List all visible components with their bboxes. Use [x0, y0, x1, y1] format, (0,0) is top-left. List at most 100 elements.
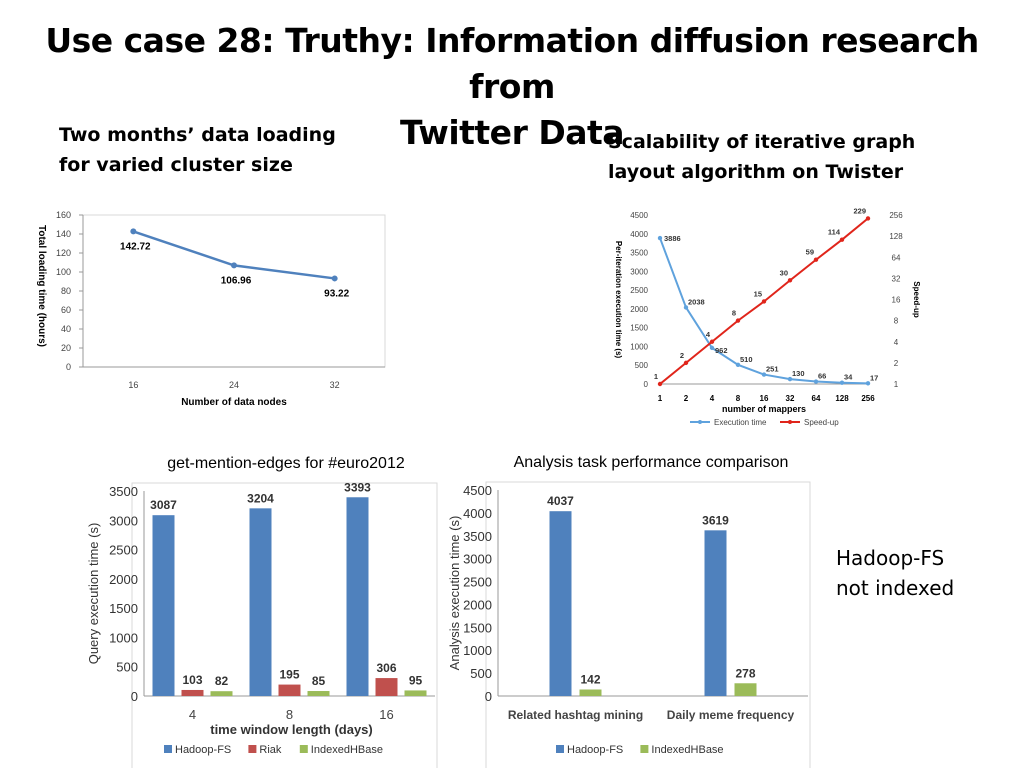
bar-value-label: 306: [376, 661, 396, 675]
y-tick-label: 0: [644, 380, 649, 389]
execution-time-label: 34: [844, 373, 853, 382]
speed-up-point: [813, 257, 819, 262]
speed-up-point: [735, 318, 741, 323]
y-tick-label: 3000: [109, 513, 138, 528]
bar-value-label: 82: [215, 674, 229, 688]
speed-up-label: 59: [806, 248, 814, 257]
bar-value-label: 4037: [547, 494, 574, 508]
speed-up-point: [787, 278, 793, 283]
caption-scalability-line2: layout algorithm on Twister: [608, 161, 904, 183]
execution-time-point: [787, 376, 793, 382]
y-axis-title: Per-iteration execution time (s): [614, 241, 623, 359]
y-tick-label: 100: [56, 267, 71, 277]
bar: [181, 689, 204, 696]
bar-value-label: 3619: [702, 513, 729, 527]
speed-up-point: [683, 360, 689, 366]
legend-label-speed-up: Speed-up: [804, 418, 839, 427]
bar-value-label: 3087: [150, 498, 177, 512]
y-tick-label: 2000: [109, 572, 138, 587]
execution-time-label: 2038: [688, 297, 705, 306]
execution-time-label: 66: [818, 372, 826, 381]
bar: [704, 530, 727, 696]
y-tick-label: 2500: [109, 543, 138, 558]
execution-time-point: [683, 305, 689, 310]
bar: [549, 511, 572, 696]
caption-loading-line1: Two months’ data loading: [59, 124, 336, 146]
execution-time-point: [813, 379, 819, 384]
caption-loading: Two months’ data loading for varied clus…: [59, 120, 336, 180]
execution-time-line: [659, 237, 869, 385]
execution-time-label: 251: [766, 365, 779, 374]
y-tick-label: 140: [56, 229, 71, 239]
legend-marker-execution-time: [698, 420, 702, 424]
bar-value-label: 103: [182, 673, 202, 687]
speed-up-point: [865, 216, 871, 221]
x-axis-title: Number of data nodes: [181, 397, 287, 408]
speed-up-point: [709, 339, 715, 344]
legend-label: IndexedHBase: [651, 744, 723, 756]
y-tick-label: 120: [56, 248, 71, 258]
y-tick-label: 1500: [109, 601, 138, 616]
data-point: [331, 275, 338, 282]
y-right-tick-label: 2: [894, 359, 899, 368]
bar-value-label: 95: [409, 673, 423, 687]
execution-time-point: [865, 381, 871, 386]
y-tick-label: 4000: [630, 230, 648, 239]
speed-up-point: [761, 299, 767, 304]
speed-up-label: 15: [754, 289, 762, 298]
x-tick-label: 8: [736, 394, 741, 403]
y-right-tick-label: 8: [894, 317, 899, 326]
bar: [375, 678, 398, 696]
x-tick-label: 1: [658, 394, 663, 403]
speed-up-point: [839, 237, 845, 242]
y-tick-label: 2500: [630, 286, 648, 295]
y-right-tick-label: 4: [894, 338, 899, 347]
execution-time-label: 962: [715, 346, 728, 355]
y-tick-label: 1500: [630, 324, 648, 333]
mention-edges-chart: get-mention-edges for #euro2012 0 500 1000 1…: [86, 455, 438, 768]
data-label: 93.22: [324, 288, 349, 299]
y-tick-label: 20: [61, 343, 71, 353]
execution-time-label: 510: [740, 355, 753, 364]
y-right-tick-label: 64: [892, 253, 901, 262]
y-tick-label: 4500: [463, 483, 492, 498]
speed-up-label: 8: [732, 309, 736, 318]
y-tick-label: 1000: [630, 342, 648, 351]
y-tick-label: 2500: [463, 575, 492, 590]
scalability-chart: 0 500 1000 1500 2000 2500 3000 3500 4000 4500 1 2 4 8…: [614, 206, 921, 427]
execution-time-point: [761, 372, 767, 377]
execution-time-label: 17: [870, 373, 878, 382]
slide-title-line1: Use case 28: Truthy: Information diffusi…: [45, 21, 979, 106]
bar: [734, 683, 757, 696]
chart-frame: [131, 482, 438, 768]
x-tick-label: 256: [861, 394, 875, 403]
bar: [307, 691, 330, 696]
legend-label: IndexedHBase: [311, 744, 383, 756]
speed-up-label: 4: [706, 330, 711, 339]
bar-value-label: 142: [580, 672, 600, 686]
y-tick-label: 3500: [630, 249, 648, 258]
bar: [249, 508, 272, 696]
legend-label: Hadoop-FS: [567, 744, 623, 756]
y-tick-label: 4500: [630, 211, 648, 220]
execution-time-point: [657, 235, 663, 241]
legend-swatch: [299, 745, 308, 753]
legend-swatch: [164, 745, 172, 753]
bar: [346, 497, 369, 696]
y-tick-label: 1000: [463, 643, 492, 658]
y-tick-label: 3500: [109, 484, 138, 499]
y-tick-label: 0: [66, 362, 71, 372]
data-label: 142.72: [120, 241, 151, 252]
y-right-tick-label: 1: [894, 380, 899, 389]
y-tick-label: 40: [61, 324, 71, 334]
x-tick-label: Daily meme frequency: [667, 708, 795, 722]
bar: [210, 691, 233, 696]
legend-swatch: [556, 745, 564, 753]
y-right-tick-label: 16: [892, 296, 901, 305]
x-tick-label: 16: [128, 380, 138, 390]
speed-up-point: [657, 381, 663, 387]
legend-swatch: [640, 745, 649, 753]
speed-up-label: 2: [680, 351, 684, 360]
y-tick-label: 1500: [463, 620, 492, 635]
y-tick-label: 80: [61, 286, 71, 296]
